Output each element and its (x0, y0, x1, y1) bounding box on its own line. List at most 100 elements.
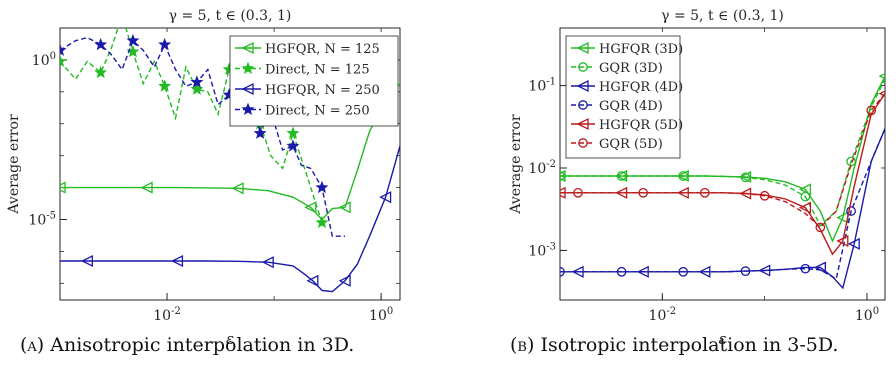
series-marker (286, 139, 300, 152)
series-marker (338, 274, 351, 287)
series-marker (286, 126, 300, 139)
series-marker (338, 201, 351, 214)
chart-title: γ = 5, t ∈ (0.3, 1) (661, 8, 784, 24)
series-marker (306, 274, 319, 287)
legend-label: GQR (3D) (599, 61, 663, 76)
series-marker (158, 37, 172, 51)
series-marker (231, 182, 244, 195)
y-tick-label: 10-5 (28, 210, 56, 228)
series-marker (60, 43, 67, 56)
y-tick-label: 10-2 (528, 159, 556, 177)
caption-a-text: Anisotropic interpolation in 3D. (50, 334, 355, 356)
series-group (560, 72, 885, 290)
chart-panel-b: 10-2 100 10-3 10-2 10-1 γ = 5, t ∈ (0.3, 1) ε A… (508, 8, 886, 348)
series-marker (158, 79, 172, 92)
y-axis-label: Average error (6, 114, 22, 215)
series-marker (573, 187, 583, 198)
series-marker (638, 187, 649, 198)
series-marker (315, 180, 329, 194)
series-marker (60, 181, 66, 194)
legend-label: HGFQR (5D) (599, 118, 683, 133)
series-line (60, 36, 345, 237)
series-marker (866, 105, 877, 116)
series-marker (94, 37, 108, 51)
series-marker (740, 172, 751, 183)
legend-label: Direct, N = 250 (265, 104, 370, 119)
caption-b-text: Isotropic interpolation in 3-5D. (540, 334, 839, 356)
series-marker (170, 254, 184, 268)
chart-panel-a: 10-2 100 10-5 100 γ = 5, t ∈ (0.3, 1) ε Averag… (6, 8, 401, 348)
series-marker (379, 191, 392, 204)
x-axis-label: ε (226, 330, 234, 348)
caption-a: (a) Anisotropic interpolation in 3D. (20, 334, 354, 356)
series-line (60, 145, 400, 293)
series-line (560, 128, 885, 281)
series-marker (616, 171, 627, 181)
series-marker (190, 82, 204, 95)
series-marker (759, 190, 770, 201)
series-marker (815, 222, 826, 233)
chart-title: γ = 5, t ∈ (0.3, 1) (169, 8, 292, 24)
series-marker (80, 254, 93, 268)
series-marker (571, 265, 584, 278)
series-marker (800, 263, 811, 274)
series-marker (846, 206, 856, 216)
series-line (560, 78, 885, 227)
legend-marker (576, 41, 589, 55)
legend-label: GQR (5D) (599, 137, 663, 152)
caption-b-tag: (b) (510, 334, 535, 356)
legend-marker (241, 82, 254, 96)
legend-marker (241, 41, 254, 55)
series-marker (798, 201, 812, 214)
x-tick-label: 100 (369, 306, 393, 324)
series-marker (800, 191, 811, 202)
legend-marker (241, 102, 255, 116)
series-marker (616, 266, 627, 277)
legend-label: HGFQR (3D) (599, 42, 683, 57)
series-marker (315, 215, 329, 229)
series-marker (740, 266, 751, 276)
series-marker (678, 266, 689, 277)
series-marker (304, 201, 317, 214)
x-tick-label: 10-2 (649, 306, 677, 324)
caption-a-tag: (a) (20, 334, 45, 356)
legend-marker (576, 117, 589, 131)
legend-box (229, 35, 399, 127)
x-tick-label: 100 (855, 306, 879, 324)
legend-marker (578, 62, 588, 72)
legend-label: HGFQR, N = 125 (265, 42, 380, 57)
series-group (60, 28, 400, 293)
legend-label: HGFQR, N = 250 (265, 83, 380, 98)
legend-marker (241, 61, 255, 75)
series-marker (126, 44, 140, 58)
series-marker (698, 265, 711, 278)
series-marker (847, 237, 860, 250)
caption-b: (b) Isotropic interpolation in 3-5D. (510, 334, 838, 356)
y-tick-label: 100 (32, 51, 56, 69)
series-marker (739, 187, 752, 200)
legend: HGFQR, N = 125 Direct, N = 125 HGFQR, N = … (229, 35, 399, 127)
x-axis-label: ε (718, 330, 726, 348)
series-line (560, 93, 885, 229)
series-marker (190, 75, 204, 88)
x-tick-label: 10-2 (153, 306, 181, 324)
legend-marker (576, 79, 589, 93)
series-marker (94, 65, 108, 79)
legend: HGFQR (3D) GQR (3D) HGFQR (4D) GQR (4D) HGFQ… (565, 35, 683, 159)
series-marker (253, 126, 267, 139)
legend-marker (578, 138, 588, 148)
legend-box (565, 35, 681, 159)
legend-marker (578, 100, 588, 110)
series-marker (560, 266, 565, 277)
series-marker (560, 171, 565, 181)
series-marker (836, 234, 849, 248)
series-marker (739, 170, 752, 183)
legend-label: HGFQR (4D) (599, 80, 683, 95)
y-axis-label: Average error (508, 114, 524, 215)
legend-label: GQR (4D) (599, 99, 663, 114)
series-marker (60, 54, 67, 67)
legend-label: Direct, N = 125 (265, 63, 370, 78)
y-tick-label: 10-1 (528, 77, 556, 95)
series-marker (261, 256, 274, 269)
